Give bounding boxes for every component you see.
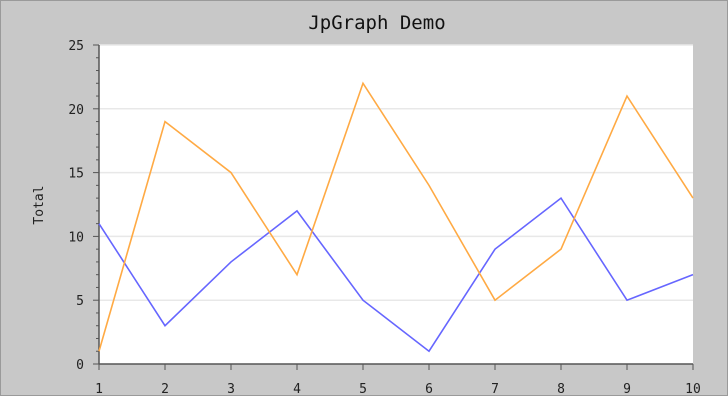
y-tick-label: 20 xyxy=(68,103,84,118)
y-axis-label: Total xyxy=(32,185,47,224)
y-tick-label: 5 xyxy=(76,294,84,309)
chart-title: JpGraph Demo xyxy=(308,12,445,34)
x-tick-label: 8 xyxy=(557,382,565,395)
x-tick-label: 1 xyxy=(95,382,103,395)
y-tick-label: 0 xyxy=(76,358,84,373)
x-tick-label: 4 xyxy=(293,382,301,395)
y-tick-label: 10 xyxy=(68,230,84,245)
series-line-2 xyxy=(98,81,694,352)
series-line-1 xyxy=(98,196,694,353)
x-tick-label: 2 xyxy=(161,382,169,395)
axes xyxy=(98,45,693,365)
y-tick-label: 25 xyxy=(68,39,84,54)
x-tick-label: 5 xyxy=(359,382,367,395)
x-tick-label: 10 xyxy=(685,382,701,395)
y-tick-label: 15 xyxy=(68,167,84,182)
series-lines xyxy=(98,81,694,353)
grid-lines xyxy=(99,44,693,301)
x-tick-label: 9 xyxy=(623,382,631,395)
x-tick-label: 6 xyxy=(425,382,433,395)
tick-labels: 0 5 10 15 20 25 1 2 3 4 5 6 7 8 9 10 xyxy=(68,39,700,395)
plot-area xyxy=(99,45,693,364)
x-tick-label: 7 xyxy=(491,382,499,395)
x-tick-label: 3 xyxy=(227,382,235,395)
